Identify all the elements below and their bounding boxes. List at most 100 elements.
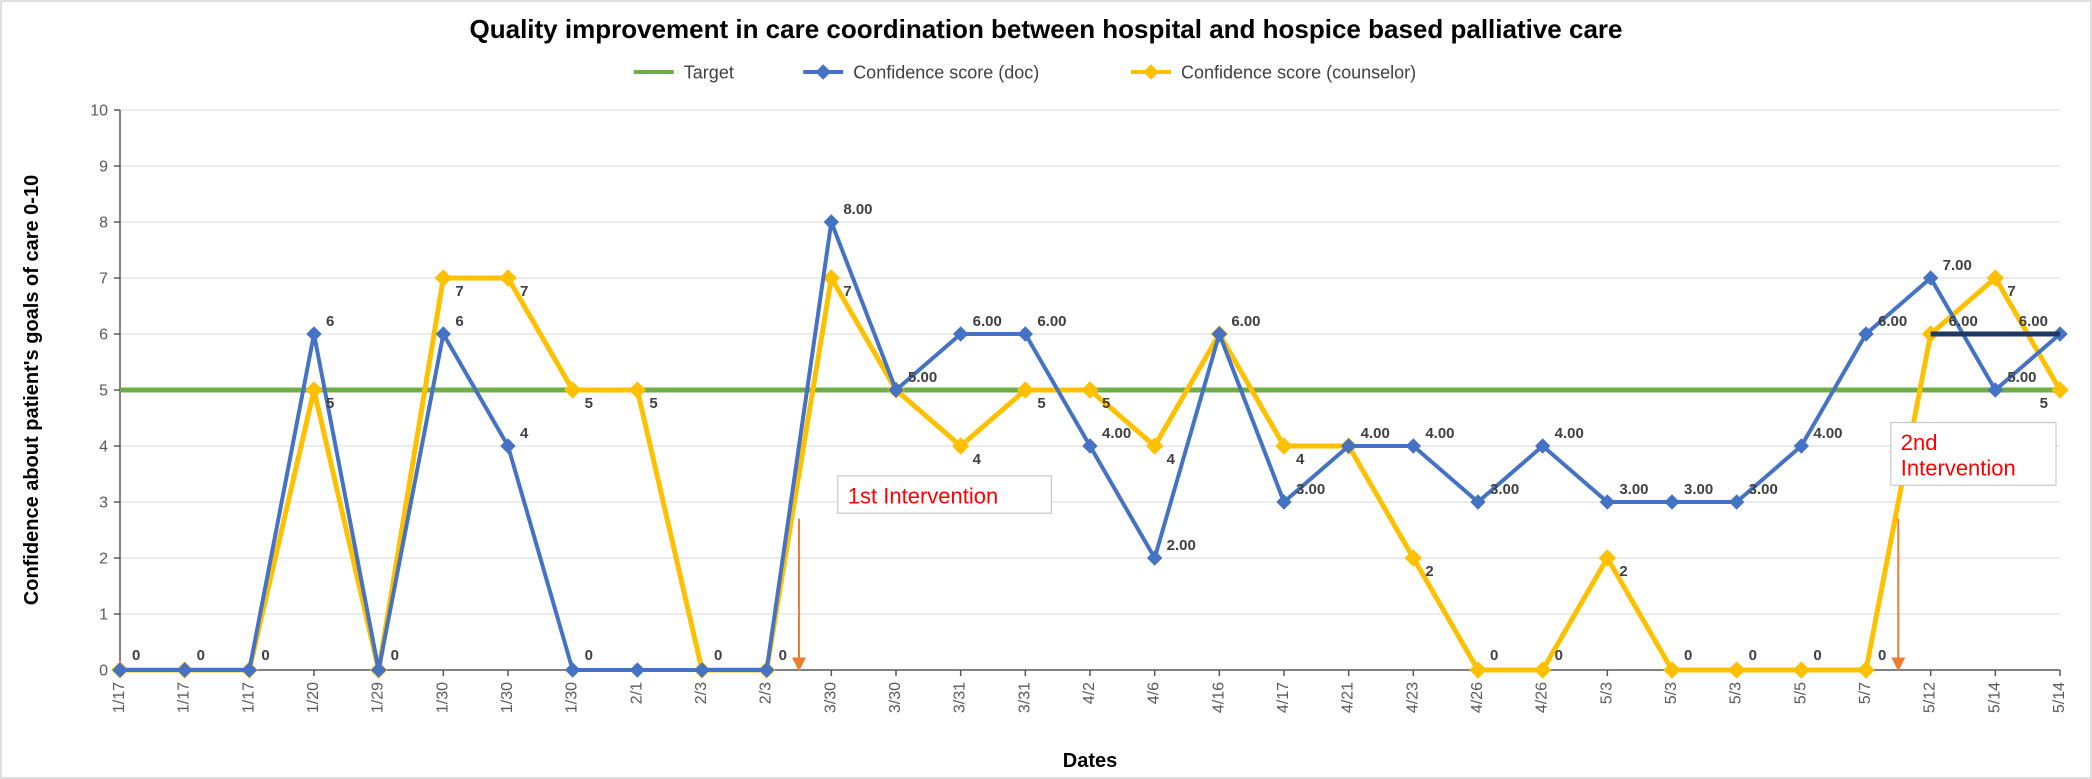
data-label-doc: 4.00 (1555, 425, 1584, 442)
legend-label: Confidence score (doc) (853, 62, 1039, 82)
data-label-doc: 4.00 (1361, 425, 1390, 442)
y-tick-label: 10 (90, 103, 108, 120)
x-tick-label: 3/31 (1016, 682, 1033, 713)
data-label-doc: 0 (779, 647, 787, 664)
data-label-doc: 4.00 (1102, 425, 1131, 442)
data-label-doc: 0 (132, 647, 140, 664)
annotation-text: Intervention (1901, 455, 2016, 480)
data-label-doc: 3.00 (1296, 481, 1325, 498)
x-tick-label: 1/20 (305, 682, 322, 713)
x-tick-label: 4/21 (1340, 682, 1357, 713)
x-tick-label: 1/30 (564, 682, 581, 713)
data-label-counselor: 7 (520, 283, 528, 300)
y-tick-label: 9 (99, 159, 108, 176)
data-label-counselor: 7 (843, 283, 851, 300)
data-label-counselor: 0 (1684, 647, 1692, 664)
data-label-doc: 3.00 (1749, 481, 1778, 498)
data-label-counselor: 5 (1037, 395, 1045, 412)
x-tick-label: 4/16 (1210, 682, 1227, 713)
y-tick-label: 8 (99, 215, 108, 232)
data-label-doc: 0 (391, 647, 399, 664)
data-label-doc: 4.00 (1425, 425, 1454, 442)
data-label-doc: 6.00 (1231, 313, 1260, 330)
data-label-doc: 7.00 (1943, 257, 1972, 274)
y-tick-label: 1 (99, 607, 108, 624)
x-axis-label: Dates (1063, 750, 1117, 772)
legend-label: Confidence score (counselor) (1181, 62, 1416, 82)
y-tick-label: 7 (99, 271, 108, 288)
chart-svg: Quality improvement in care coordination… (0, 0, 2092, 779)
x-tick-label: 1/17 (176, 682, 193, 713)
data-label-counselor: 5 (2040, 395, 2048, 412)
chart-title: Quality improvement in care coordination… (470, 14, 1623, 44)
x-tick-label: 5/14 (2051, 682, 2068, 713)
data-label-counselor: 0 (1878, 647, 1886, 664)
data-label-counselor: 5 (649, 395, 657, 412)
mean-line-label: 6.00 (1949, 313, 1978, 330)
data-label-counselor: 2 (1425, 563, 1433, 580)
data-label-counselor: 5 (1102, 395, 1110, 412)
data-label-doc: 5.00 (908, 369, 937, 386)
data-label-doc: 0 (261, 647, 269, 664)
y-tick-label: 0 (99, 663, 108, 680)
data-label-counselor: 5 (585, 395, 593, 412)
data-label-doc: 8.00 (843, 201, 872, 218)
y-tick-label: 3 (99, 495, 108, 512)
x-tick-label: 4/26 (1469, 682, 1486, 713)
x-tick-label: 1/30 (499, 682, 516, 713)
data-label-counselor: 4 (973, 451, 982, 468)
x-tick-label: 1/30 (434, 682, 451, 713)
x-tick-label: 4/2 (1081, 682, 1098, 704)
data-label-doc: 6.00 (1878, 313, 1907, 330)
data-label-counselor: 2 (1619, 563, 1627, 580)
data-label-counselor: 4 (1296, 451, 1305, 468)
data-label-counselor: 0 (1813, 647, 1821, 664)
x-tick-label: 3/30 (822, 682, 839, 713)
x-tick-label: 4/23 (1404, 682, 1421, 713)
x-tick-label: 5/3 (1663, 682, 1680, 704)
x-tick-label: 4/26 (1534, 682, 1551, 713)
annotation-text: 1st Intervention (848, 483, 998, 508)
x-tick-label: 5/7 (1857, 682, 1874, 704)
chart-container: Quality improvement in care coordination… (0, 0, 2092, 779)
x-tick-label: 1/17 (240, 682, 257, 713)
data-label-doc: 4 (520, 425, 529, 442)
x-tick-label: 3/30 (887, 682, 904, 713)
x-tick-label: 2/1 (628, 682, 645, 704)
x-tick-label: 1/17 (111, 682, 128, 713)
data-label-doc: 0 (585, 647, 593, 664)
x-tick-label: 4/17 (1275, 682, 1292, 713)
y-tick-label: 6 (99, 327, 108, 344)
x-tick-label: 1/29 (370, 682, 387, 713)
data-label-counselor: 0 (1555, 647, 1563, 664)
x-tick-label: 4/6 (1146, 682, 1163, 704)
data-label-counselor: 4 (1167, 451, 1176, 468)
x-tick-label: 5/5 (1792, 682, 1809, 704)
data-label-doc: 6 (326, 313, 334, 330)
data-label-doc: 6.00 (973, 313, 1002, 330)
data-label-doc: 3.00 (1619, 481, 1648, 498)
data-label-doc: 2.00 (1167, 537, 1196, 554)
x-tick-label: 2/3 (758, 682, 775, 704)
data-label-counselor: 7 (2007, 283, 2015, 300)
data-label-doc: 6.00 (1037, 313, 1066, 330)
annotation-text: 2nd (1901, 430, 1938, 455)
x-tick-label: 5/3 (1598, 682, 1615, 704)
y-axis-label: Confidence about patient's goals of care… (21, 175, 43, 605)
x-tick-label: 5/14 (1986, 682, 2003, 713)
data-label-doc: 4.00 (1813, 425, 1842, 442)
y-tick-label: 2 (99, 551, 108, 568)
data-label-counselor: 5 (326, 395, 334, 412)
data-label-doc: 0 (714, 647, 722, 664)
x-tick-label: 2/3 (693, 682, 710, 704)
legend-label: Target (684, 62, 734, 82)
data-label-doc: 6 (455, 313, 463, 330)
data-label-doc: 3.00 (1490, 481, 1519, 498)
data-label-doc: 6.00 (2019, 313, 2048, 330)
data-label-doc: 5.00 (2007, 369, 2036, 386)
data-label-counselor: 0 (1490, 647, 1498, 664)
x-tick-label: 5/12 (1922, 682, 1939, 713)
data-label-counselor: 0 (1749, 647, 1757, 664)
y-tick-label: 5 (99, 383, 108, 400)
data-label-doc: 0 (197, 647, 205, 664)
